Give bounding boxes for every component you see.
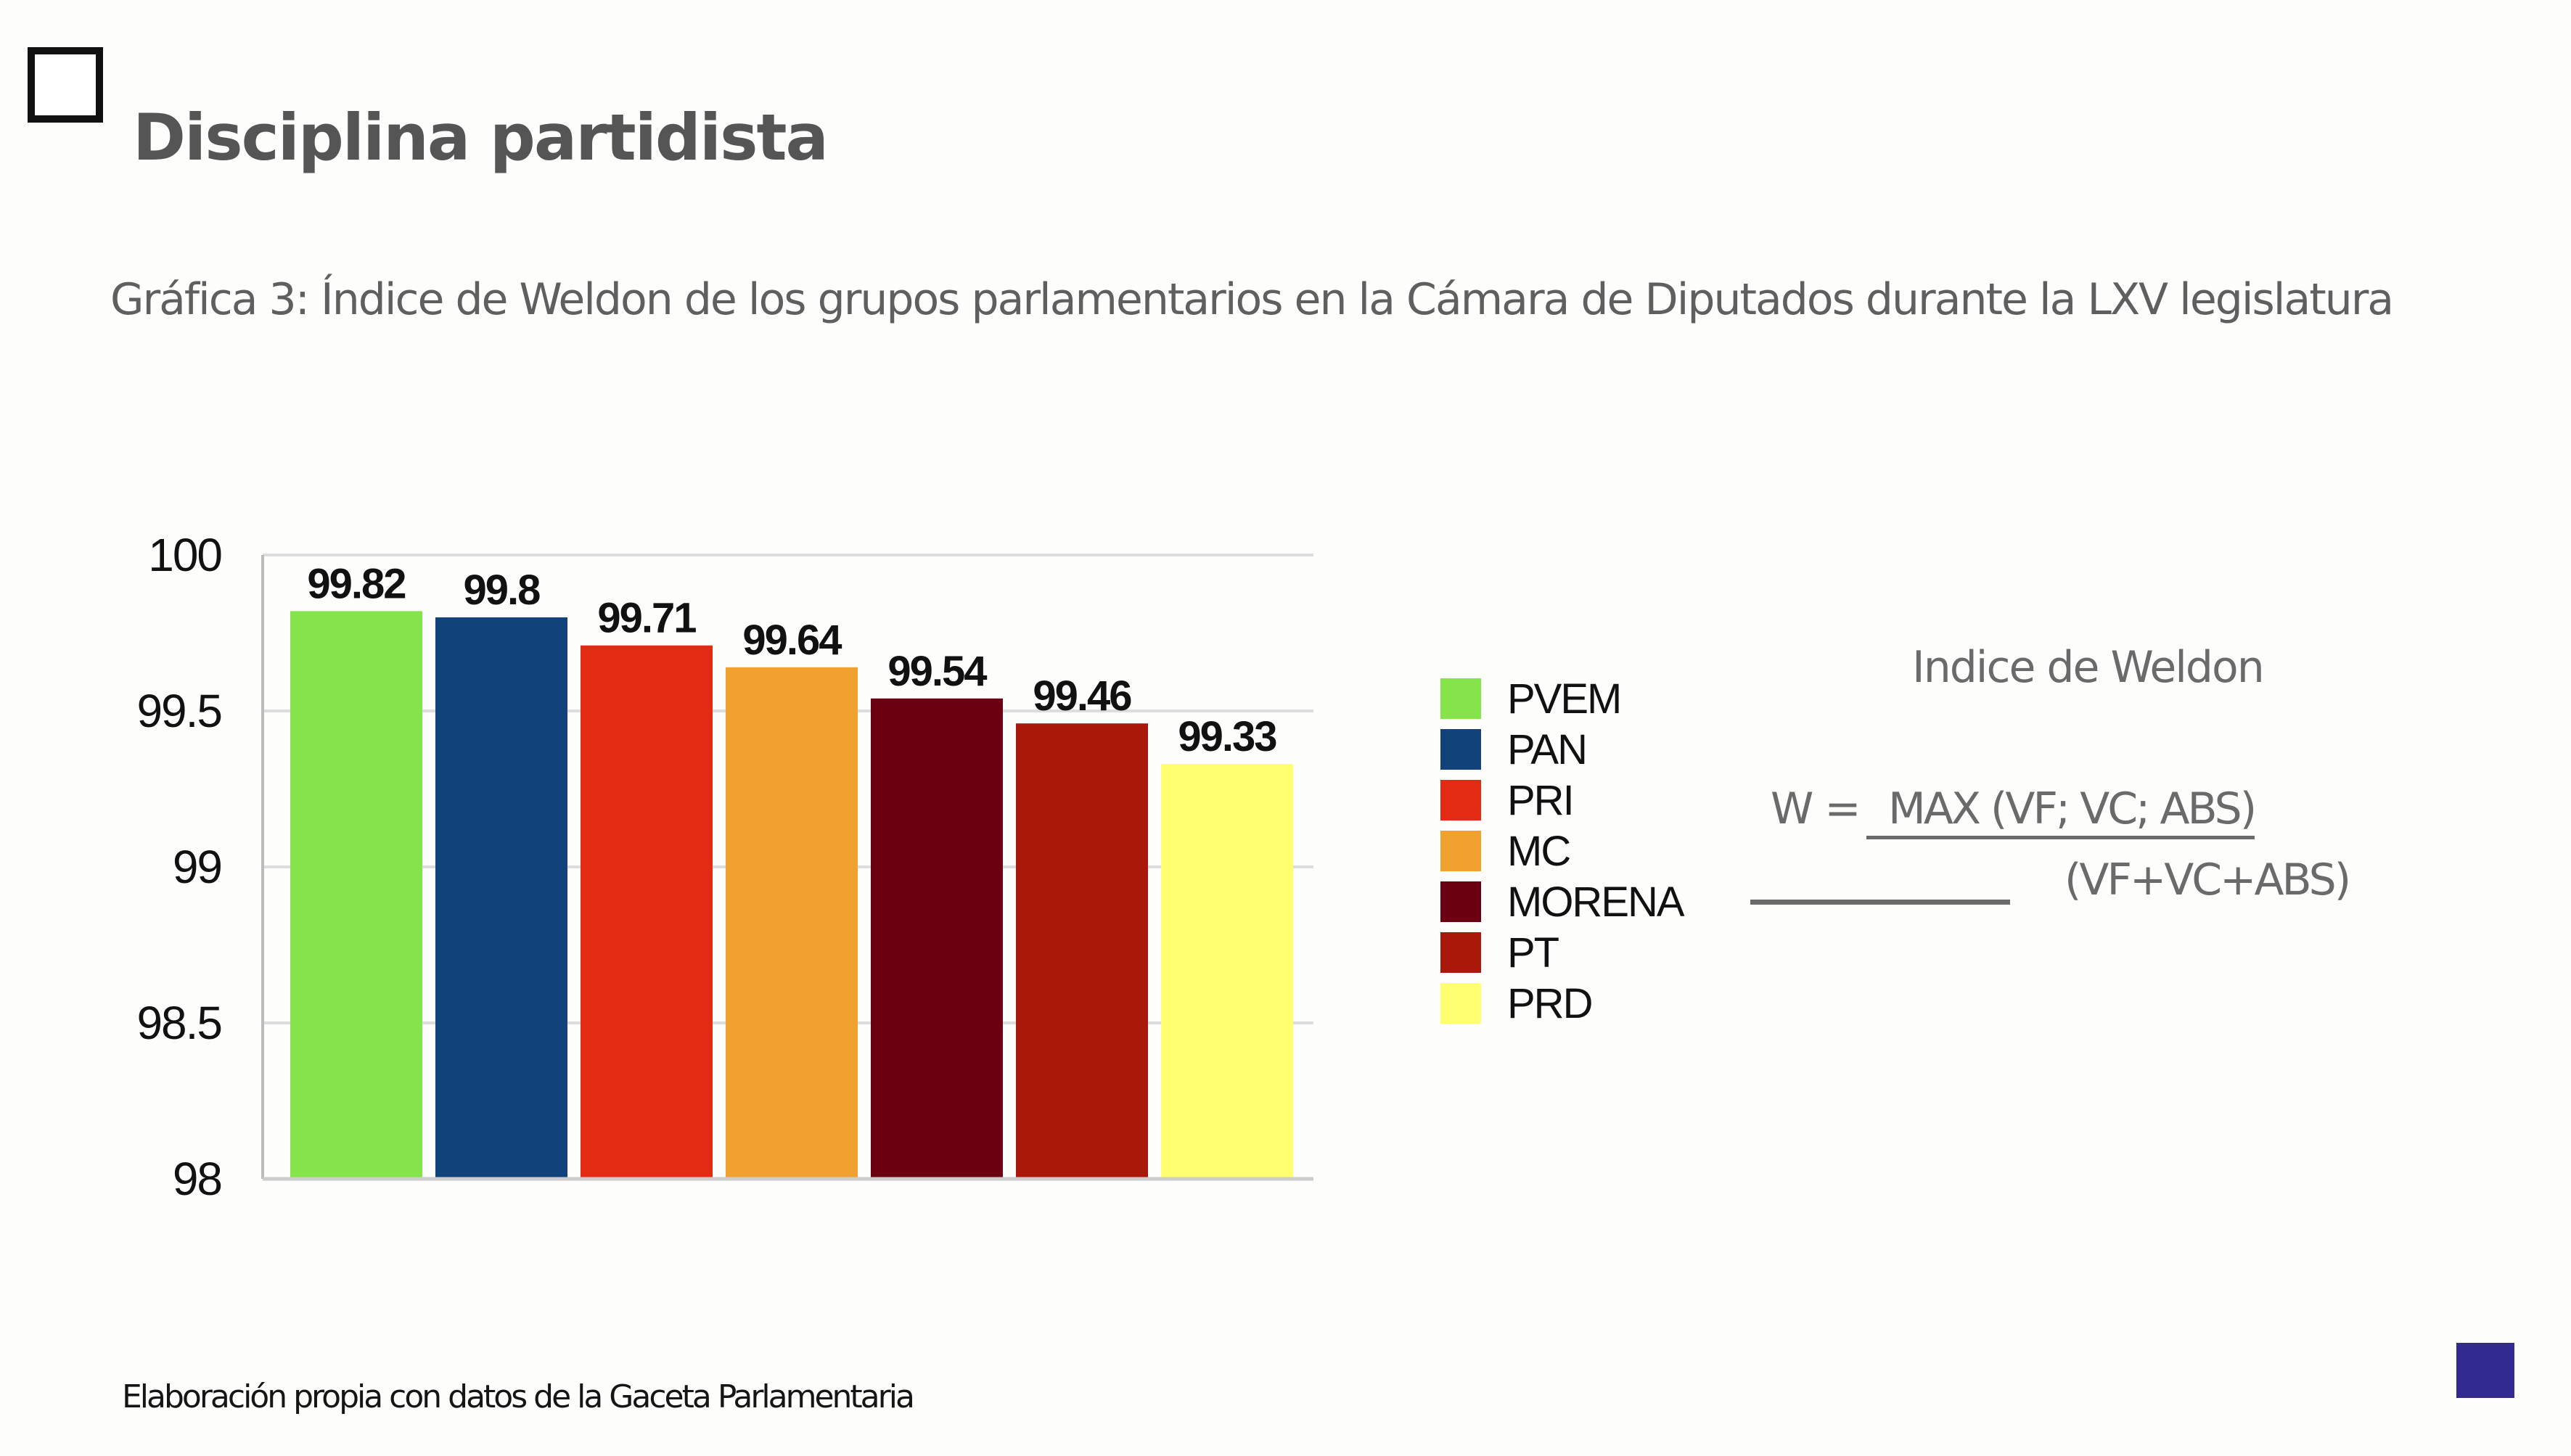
y-tick-label: 99 [173,841,221,893]
legend-item-morena: MORENA [1440,876,1685,927]
legend-label: PAN [1507,725,1588,773]
legend-label: PT [1507,929,1559,976]
legend-item-pvem: PVEM [1440,673,1684,724]
data-labels: 99.82 99.8 99.71 99.64 99.54 99.46 99.33 [307,560,1278,760]
bar-mc [726,667,858,1179]
fraction-line [1750,900,2010,905]
legend-swatch [1440,983,1481,1024]
legend-label: MC [1507,827,1571,875]
legend-swatch [1440,729,1481,770]
legend-swatch [1440,678,1481,719]
bar-pri [581,645,713,1179]
source-footnote: Elaboración propia con datos de la Gacet… [122,1378,915,1415]
legend-label: PRD [1507,979,1593,1027]
legend-item-pt: PT [1440,927,1684,978]
legend-item-mc: MC [1440,826,1684,876]
legend-swatch [1440,881,1481,922]
legend-item-pan: PAN [1440,724,1684,775]
formula-numerator: MAX (VF; VC; ABS) [1866,783,2257,839]
chart-caption: Gráfica 3: Índice de Weldon de los grupo… [110,274,2394,325]
corner-square-icon [2456,1343,2514,1398]
bar-value-label: 99.46 [1033,673,1131,720]
slide-checkbox-icon [28,47,103,123]
chart-legend: PVEM PAN PRI MC MORENA PT PRD [1440,673,1685,1029]
y-tick-label: 98.5 [136,997,221,1049]
legend-item-pri: PRI [1440,775,1684,826]
formula-lhs: W = [1771,783,1861,834]
bar-value-label: 99.64 [742,617,842,664]
legend-label: PRI [1507,776,1575,824]
bar-prd [1161,764,1293,1179]
formula-denominator: (VF+VC+ABS) [2064,855,2351,905]
y-tick-label: 100 [148,529,221,581]
bar-pt [1016,723,1148,1179]
bar-value-label: 99.33 [1178,713,1276,760]
legend-label: PVEM [1507,675,1622,723]
legend-label: MORENA [1507,878,1685,926]
legend-swatch [1440,932,1481,973]
slide-title: Disciplina partidista [133,100,829,175]
y-tick-label: 99.5 [136,685,221,737]
y-axis-ticks: 98 98.5 99 99.5 100 [136,529,223,1205]
legend-swatch [1440,780,1481,820]
bar-morena [871,698,1003,1179]
bar-value-label: 99.8 [464,567,541,614]
bars [290,611,1293,1179]
y-tick-label: 98 [173,1153,221,1205]
bar-pan [435,617,567,1179]
bar-pvem [290,611,422,1179]
bar-value-label: 99.71 [597,595,696,642]
legend-swatch [1440,831,1481,871]
formula-title: Indice de Weldon [1912,642,2265,693]
bar-value-label: 99.54 [887,648,987,695]
bar-value-label: 99.82 [307,560,405,607]
legend-item-prd: PRD [1440,978,1684,1029]
